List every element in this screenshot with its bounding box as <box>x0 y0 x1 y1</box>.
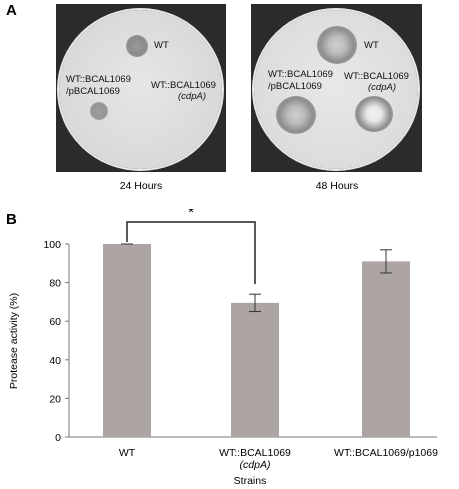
y-tick-label: 40 <box>49 355 61 367</box>
significance-bracket <box>126 221 256 285</box>
plate-rim <box>57 8 224 171</box>
complemented-colony <box>90 102 108 120</box>
mutant-label-line2: (cdpA) <box>178 91 206 102</box>
wt-halo <box>317 26 357 64</box>
x-tick-label: WT::BCAL1069 <box>219 447 291 459</box>
wt-colony <box>126 35 148 57</box>
x-tick-label: WT::BCAL1069/p1069 <box>334 447 438 459</box>
complemented-label-line1: WT::BCAL1069 <box>268 69 333 80</box>
mutant-label-line2: (cdpA) <box>368 82 396 93</box>
plate-rim <box>252 8 420 171</box>
y-axis-label: Protease activity (%) <box>8 293 20 389</box>
error-bar <box>249 293 261 313</box>
complemented-label-line1: WT::BCAL1069 <box>66 74 131 85</box>
significance-star: * <box>188 209 194 221</box>
bar <box>103 244 151 437</box>
x-tick-label-line2: (cdpA) <box>240 459 271 471</box>
plate-photo-48h: WT WT::BCAL1069 /pBCAL1069 WT::BCAL1069 … <box>251 4 422 172</box>
y-tick-label: 0 <box>55 432 61 444</box>
panel-b-letter: B <box>6 211 17 228</box>
mutant-label-line1: WT::BCAL1069 <box>151 80 216 91</box>
bar <box>231 302 279 437</box>
panel-a-letter: A <box>6 2 17 19</box>
x-tick-label: WT <box>119 447 136 459</box>
error-bar <box>380 249 392 274</box>
bar <box>362 261 410 437</box>
mutant-label-line1: WT::BCAL1069 <box>344 71 409 82</box>
plate-photo-24h: WT WT::BCAL1069 /pBCAL1069 WT::BCAL1069 … <box>56 4 226 172</box>
y-tick-label: 80 <box>49 278 61 290</box>
complemented-halo <box>276 96 316 134</box>
wt-label: WT <box>154 40 169 51</box>
complemented-label-line2: /pBCAL1069 <box>66 86 120 97</box>
complemented-label-line2: /pBCAL1069 <box>268 81 322 92</box>
y-tick-label: 20 <box>49 393 61 405</box>
x-axis-label: Strains <box>234 475 267 487</box>
y-tick-label: 60 <box>49 316 61 328</box>
protease-activity-bar-chart: 0 20 40 60 80 100 WT WT::BCAL1069(cdpA) WT::BCA… <box>8 209 438 487</box>
mutant-halo <box>355 96 393 132</box>
wt-label: WT <box>364 40 379 51</box>
caption-48h: 48 Hours <box>315 180 359 192</box>
y-tick-label: 100 <box>43 239 61 251</box>
caption-24h: 24 Hours <box>119 180 163 192</box>
